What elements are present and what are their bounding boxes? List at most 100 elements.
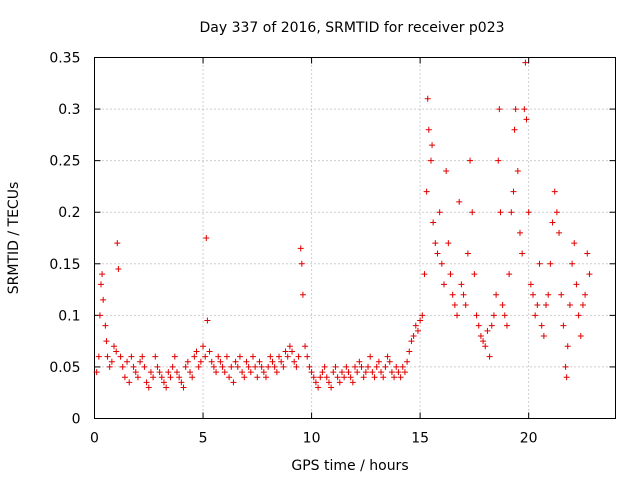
data-point bbox=[499, 302, 506, 309]
data-point bbox=[302, 343, 309, 350]
data-point bbox=[269, 358, 276, 365]
data-point bbox=[297, 245, 304, 252]
data-point bbox=[352, 363, 358, 370]
data-point bbox=[525, 209, 532, 216]
data-point bbox=[575, 312, 582, 319]
data-point bbox=[217, 358, 224, 365]
data-point bbox=[506, 271, 513, 278]
data-point bbox=[417, 317, 424, 324]
data-point bbox=[473, 312, 480, 319]
data-point bbox=[197, 358, 204, 365]
data-points bbox=[93, 59, 593, 391]
data-point bbox=[514, 167, 521, 174]
data-point bbox=[189, 374, 196, 381]
data-point bbox=[282, 348, 289, 355]
data-point bbox=[291, 358, 298, 365]
y-axis-title: SRMTID / TECUs bbox=[6, 182, 22, 295]
data-point bbox=[543, 302, 550, 309]
data-point bbox=[516, 229, 523, 236]
data-point bbox=[375, 358, 382, 365]
y-tick-labels: 0 0.05 0.1 0.15 0.2 0.25 0.3 0.35 bbox=[49, 51, 80, 428]
data-point bbox=[124, 358, 131, 365]
data-point bbox=[147, 369, 154, 376]
data-point bbox=[299, 291, 306, 298]
data-point bbox=[111, 343, 118, 350]
data-point bbox=[221, 369, 228, 376]
data-point bbox=[219, 363, 226, 370]
x-tick-label: 0 bbox=[90, 431, 99, 447]
data-point bbox=[265, 363, 272, 370]
data-point bbox=[206, 348, 213, 355]
data-point bbox=[137, 358, 144, 365]
data-point bbox=[173, 369, 180, 376]
data-point bbox=[486, 353, 493, 360]
data-point bbox=[310, 374, 317, 381]
data-point bbox=[117, 353, 124, 360]
data-point bbox=[401, 369, 408, 376]
data-point bbox=[226, 374, 233, 381]
data-point bbox=[143, 379, 150, 386]
data-point bbox=[566, 302, 573, 309]
data-point bbox=[167, 374, 174, 381]
y-tick-label: 0.1 bbox=[58, 308, 80, 324]
data-point bbox=[482, 343, 489, 350]
data-point bbox=[293, 363, 300, 370]
data-point bbox=[547, 260, 554, 267]
data-point bbox=[563, 374, 570, 381]
data-point bbox=[106, 363, 113, 370]
data-point bbox=[254, 374, 261, 381]
data-point bbox=[156, 369, 163, 376]
data-point bbox=[347, 374, 354, 381]
data-point bbox=[128, 353, 135, 360]
data-point bbox=[571, 240, 578, 247]
data-point bbox=[126, 379, 133, 386]
data-point bbox=[367, 353, 374, 360]
data-point bbox=[579, 302, 586, 309]
data-point bbox=[551, 188, 558, 195]
data-point bbox=[208, 358, 215, 365]
data-point bbox=[245, 363, 252, 370]
data-point bbox=[538, 322, 545, 329]
data-point bbox=[412, 322, 419, 329]
data-point bbox=[213, 369, 220, 376]
data-point bbox=[200, 343, 207, 350]
data-point bbox=[397, 374, 404, 381]
data-point bbox=[519, 250, 526, 257]
data-point bbox=[349, 379, 356, 386]
y-tick-label: 0.25 bbox=[49, 154, 80, 170]
y-tick-label: 0.05 bbox=[49, 360, 80, 376]
data-point bbox=[121, 374, 128, 381]
data-point bbox=[260, 369, 267, 376]
data-point bbox=[436, 209, 443, 216]
data-point bbox=[582, 291, 589, 298]
data-point bbox=[119, 363, 126, 370]
data-point bbox=[477, 332, 484, 339]
y-tick-label: 0 bbox=[72, 412, 81, 428]
data-point bbox=[108, 358, 115, 365]
data-point bbox=[443, 167, 450, 174]
data-point bbox=[163, 384, 170, 391]
data-point bbox=[336, 379, 343, 386]
data-point bbox=[451, 302, 458, 309]
data-point bbox=[99, 271, 106, 278]
x-tick-labels: 0 5 10 15 20 bbox=[90, 431, 538, 447]
data-point bbox=[247, 369, 254, 376]
data-point bbox=[573, 281, 580, 288]
data-point bbox=[338, 369, 345, 376]
data-point bbox=[441, 281, 448, 288]
data-point bbox=[130, 363, 137, 370]
data-point bbox=[497, 209, 504, 216]
data-point bbox=[160, 379, 167, 386]
data-point bbox=[419, 312, 426, 319]
data-point bbox=[564, 343, 571, 350]
data-point bbox=[510, 188, 517, 195]
data-point bbox=[454, 312, 461, 319]
data-point bbox=[171, 353, 178, 360]
data-point bbox=[236, 353, 243, 360]
data-point bbox=[549, 219, 556, 226]
data-point bbox=[380, 374, 387, 381]
data-point bbox=[141, 363, 148, 370]
data-point bbox=[358, 363, 365, 370]
data-point bbox=[152, 353, 159, 360]
data-point bbox=[286, 343, 293, 350]
